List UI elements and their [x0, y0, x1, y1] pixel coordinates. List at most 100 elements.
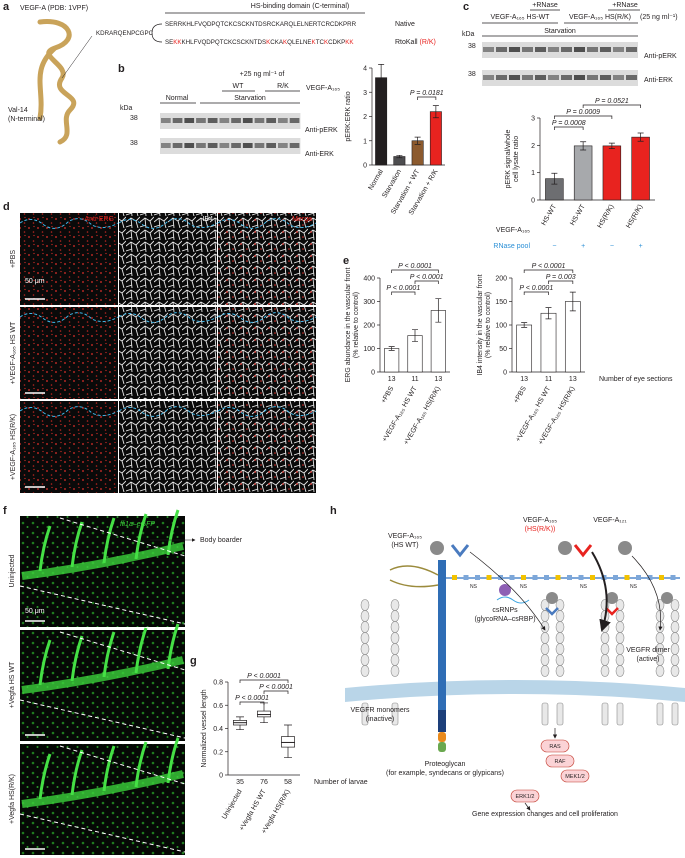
- y-axis-label: ERG abundance in the vascular front: [345, 268, 352, 383]
- proteoglycan-domain: [438, 742, 446, 752]
- p-value: P < 0.0001: [410, 274, 444, 281]
- seq-segment: KHLFVQDPQTCKCSCKNTDS: [182, 39, 267, 46]
- panel-label: b: [118, 63, 125, 75]
- significance-bracket: [548, 280, 574, 284]
- micrograph-grid: Uninjected +Vegfa HS WT +Vegfa HS(R/K) fli1…: [9, 509, 243, 855]
- vascular-front: [118, 312, 218, 323]
- bar: [540, 312, 557, 373]
- receptor-domain: [360, 599, 370, 611]
- y-axis-label: (% relative to control): [485, 292, 492, 358]
- receptor-domain: [615, 654, 625, 666]
- linker-seq: KDRARQENPCGPC: [96, 30, 154, 37]
- sugar: [463, 575, 469, 580]
- receptor-domain: [390, 632, 400, 644]
- leader: [61, 35, 93, 79]
- receptor-domain: [615, 610, 625, 622]
- receptor-domain: [655, 665, 665, 677]
- seq-segment: K: [312, 39, 317, 46]
- ns-label: NS: [580, 584, 588, 590]
- blot-band: [207, 143, 218, 148]
- y-tick-label: 100: [495, 323, 507, 330]
- mw-label: 38: [130, 140, 138, 147]
- n-axis-label: Number of larvae: [314, 779, 368, 786]
- y-tick-label: 200: [363, 323, 375, 330]
- ligand: [430, 541, 444, 555]
- ligand-label: VEGF-A₁₆₅: [388, 533, 422, 540]
- receptor-domain: [390, 654, 400, 666]
- monomer-label: VEGFR monomers: [350, 707, 410, 714]
- receptor-domain: [600, 632, 610, 644]
- receptor-domain: [540, 610, 550, 622]
- condition-label: Starvation: [234, 95, 266, 102]
- significance-bracket: [417, 96, 437, 100]
- receptor-domain: [360, 665, 370, 677]
- boundary-label: Body boarder: [200, 537, 243, 544]
- blot-label: Anti-ERK: [305, 151, 334, 158]
- error-bar: [637, 132, 644, 142]
- blot-band: [600, 75, 611, 80]
- membrane: [345, 680, 685, 702]
- receptor-domain: [540, 621, 550, 633]
- rnp: [499, 584, 511, 596]
- body-boundary: [19, 585, 186, 625]
- box: [257, 710, 271, 718]
- y-tick-label: 3: [363, 90, 367, 97]
- y-axis-label: pERK signal/whole: [505, 130, 512, 189]
- vascular-front: [118, 406, 218, 417]
- panel-label: g: [190, 655, 197, 667]
- panel-label: f: [3, 505, 7, 517]
- receptor-domain: [670, 621, 680, 633]
- group-label: VEGF-A₁₆₅ HS(R/K): [569, 14, 631, 21]
- group-label: WT: [233, 83, 245, 90]
- stain-label: Anti-ERG: [84, 216, 114, 223]
- blot-band: [587, 47, 598, 52]
- blot-band: [231, 143, 241, 148]
- x-tick-label: Normal: [368, 168, 386, 191]
- error-bar: [396, 154, 403, 159]
- blot-band: [207, 118, 218, 123]
- vessel: [70, 749, 84, 796]
- x-tick-label: +PBS: [380, 385, 395, 404]
- kda-label: kDa: [462, 31, 475, 38]
- receptor-domain: [390, 610, 400, 622]
- bound-ligand: [546, 592, 558, 604]
- receptor-domain: [670, 610, 680, 622]
- receptor-domain: [360, 621, 370, 633]
- panel-label: a: [3, 1, 10, 13]
- y-tick-label: 0.6: [213, 703, 223, 710]
- y-tick-label: 0: [363, 163, 367, 170]
- significance-bracket: [523, 269, 574, 273]
- blot-band: [254, 118, 265, 123]
- proteoglycan-core: [438, 710, 446, 732]
- receptor-domain: [360, 643, 370, 655]
- bar: [602, 145, 622, 201]
- receptor-domain: [390, 599, 400, 611]
- bound-ligand: [606, 592, 618, 604]
- mutant-label: RtoKall (R/K): [395, 39, 436, 46]
- n-label: 13: [569, 376, 577, 383]
- row-label: +PBS: [10, 250, 17, 268]
- conc-label: +25 ng ml⁻¹ of: [240, 71, 285, 78]
- receptor-kinase: [656, 702, 664, 726]
- sugar: [670, 575, 676, 580]
- kinase: [560, 769, 590, 783]
- blot-band: [254, 143, 265, 148]
- row-label: +VEGF-A₁₆₅ HS(R/K): [10, 414, 17, 480]
- bar: [573, 145, 593, 201]
- y-tick-label: 0: [531, 198, 535, 205]
- rnase-label: +RNase: [612, 2, 638, 9]
- vessel: [134, 513, 148, 560]
- dimer-label: VEGFR dimer: [626, 647, 670, 654]
- error-bar: [412, 329, 418, 342]
- blot-band: [522, 47, 533, 52]
- receptor-kinase: [671, 702, 679, 726]
- proteoglycan-label: Proteoglycan: [425, 761, 466, 768]
- terminus-label: Val-14: [8, 107, 28, 114]
- domain-label: HS-binding domain (C-terminal): [251, 3, 349, 10]
- blot-band: [613, 75, 624, 80]
- blot-band: [587, 75, 598, 80]
- vessel: [38, 525, 52, 572]
- significance-bracket: [554, 126, 584, 130]
- blot-band: [289, 118, 300, 123]
